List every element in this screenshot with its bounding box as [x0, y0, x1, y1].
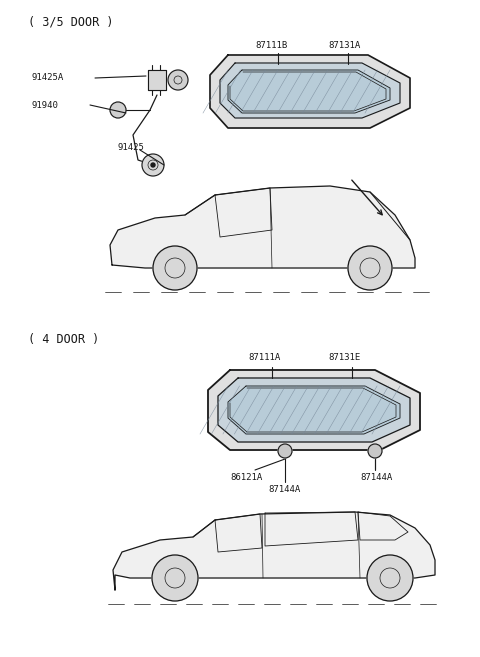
Circle shape	[142, 154, 164, 176]
Text: 91940: 91940	[32, 101, 59, 110]
Text: ( 3/5 DOOR ): ( 3/5 DOOR )	[28, 16, 113, 28]
Circle shape	[367, 555, 413, 601]
Circle shape	[278, 444, 292, 458]
Polygon shape	[110, 186, 415, 268]
Text: ( 4 DOOR ): ( 4 DOOR )	[28, 334, 99, 346]
Polygon shape	[148, 70, 166, 90]
Text: 86121A: 86121A	[230, 474, 262, 482]
Text: 87131A: 87131A	[328, 41, 360, 49]
Circle shape	[348, 246, 392, 290]
Circle shape	[152, 555, 198, 601]
Polygon shape	[228, 70, 390, 113]
Circle shape	[368, 444, 382, 458]
Circle shape	[151, 163, 155, 167]
Polygon shape	[208, 370, 420, 450]
Text: 87111B: 87111B	[255, 41, 287, 49]
Polygon shape	[220, 63, 400, 118]
Text: 87131E: 87131E	[328, 353, 360, 363]
Circle shape	[153, 246, 197, 290]
Polygon shape	[228, 386, 400, 434]
Text: 87111A: 87111A	[248, 353, 280, 363]
Text: 87144A: 87144A	[268, 486, 300, 495]
Text: 87144A: 87144A	[360, 474, 392, 482]
Circle shape	[168, 70, 188, 90]
Polygon shape	[210, 55, 410, 128]
Text: 91425: 91425	[118, 143, 145, 152]
Text: 91425A: 91425A	[32, 74, 64, 83]
Polygon shape	[113, 512, 435, 590]
Polygon shape	[218, 378, 410, 442]
Circle shape	[110, 102, 126, 118]
